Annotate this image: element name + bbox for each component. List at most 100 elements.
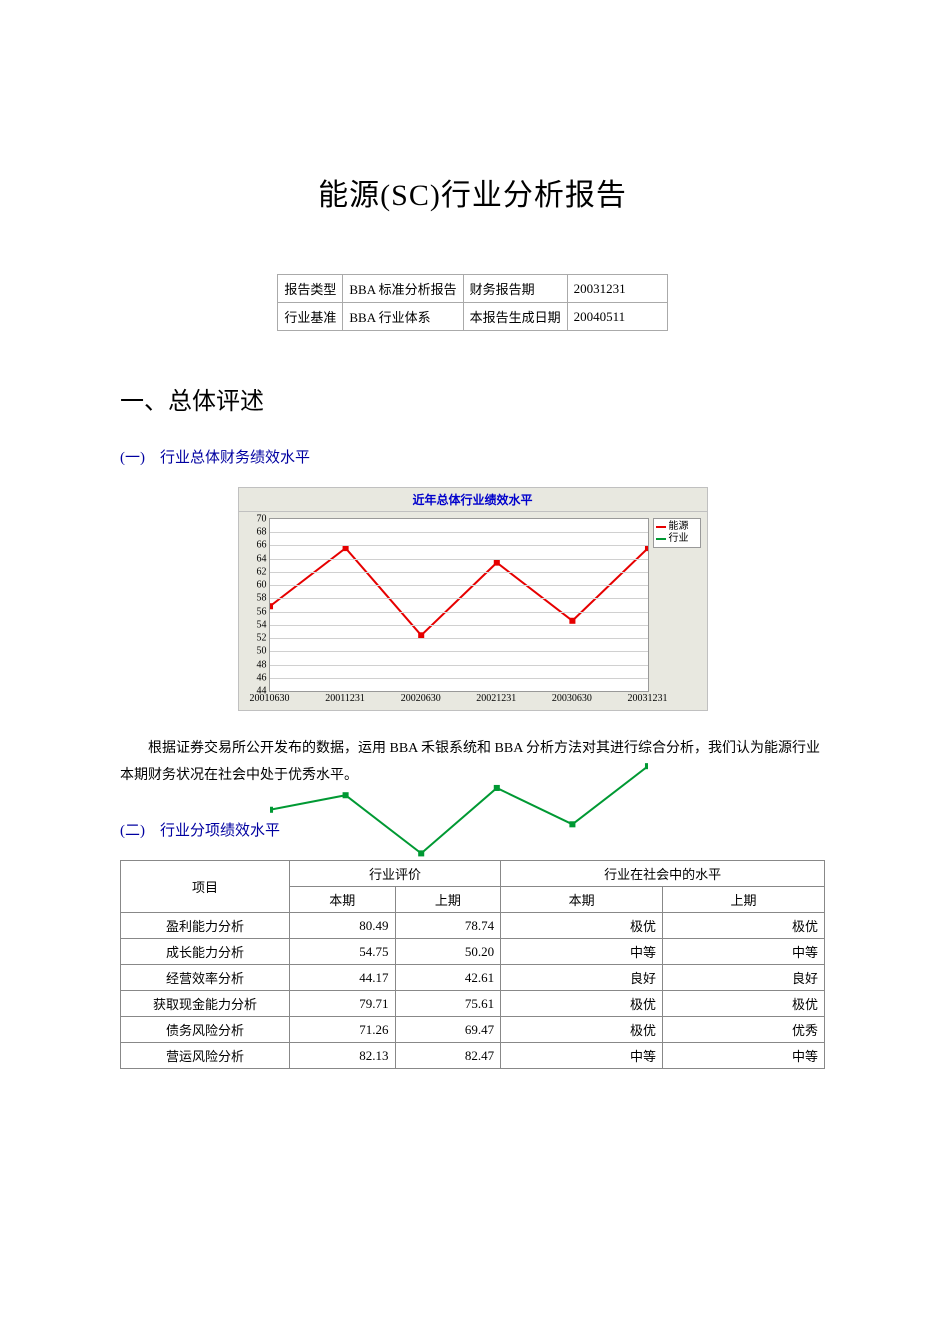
gridline <box>270 665 648 666</box>
row-level-current: 极优 <box>501 913 663 939</box>
row-eval-current: 54.75 <box>289 939 395 965</box>
legend-swatch <box>656 526 666 528</box>
chart-marker <box>644 763 647 769</box>
row-level-prev: 优秀 <box>663 1017 825 1043</box>
row-name: 成长能力分析 <box>121 939 290 965</box>
row-eval-prev: 75.61 <box>395 991 501 1017</box>
gridline <box>270 625 648 626</box>
chart-title: 近年总体行业绩效水平 <box>238 487 708 511</box>
chart-marker <box>342 792 348 798</box>
y-tick-label: 58 <box>257 593 270 604</box>
row-eval-prev: 82.47 <box>395 1043 501 1069</box>
chart-legend: 能源行业 <box>653 518 701 548</box>
meta-value: 20040511 <box>567 303 667 331</box>
table-row: 经营效率分析44.1742.61良好良好 <box>121 965 825 991</box>
y-tick-label: 64 <box>257 553 270 564</box>
meta-table: 报告类型BBA 标准分析报告财务报告期20031231行业基准BBA 行业体系本… <box>277 274 667 331</box>
y-tick-label: 46 <box>257 672 270 683</box>
row-eval-prev: 42.61 <box>395 965 501 991</box>
row-level-prev: 极优 <box>663 913 825 939</box>
gridline <box>270 598 648 599</box>
chart-marker <box>270 603 273 609</box>
row-name: 经营效率分析 <box>121 965 290 991</box>
chart-series-line <box>270 548 648 635</box>
gridline <box>270 612 648 613</box>
legend-label: 行业 <box>669 533 689 545</box>
gridline <box>270 572 648 573</box>
row-eval-current: 79.71 <box>289 991 395 1017</box>
y-tick-label: 68 <box>257 527 270 538</box>
row-name: 营运风险分析 <box>121 1043 290 1069</box>
gridline <box>270 532 648 533</box>
performance-chart: 近年总体行业绩效水平 44464850525456586062646668702… <box>238 487 708 711</box>
x-tick-label: 20011231 <box>325 691 365 704</box>
x-tick-label: 20020630 <box>401 691 441 704</box>
meta-label: 报告类型 <box>278 275 343 303</box>
row-eval-current: 80.49 <box>289 913 395 939</box>
x-tick-label: 20021231 <box>476 691 516 704</box>
row-level-prev: 中等 <box>663 939 825 965</box>
chart-plot-area: 4446485052545658606264666870200106302001… <box>269 518 649 692</box>
meta-value: 20031231 <box>567 275 667 303</box>
row-level-current: 中等 <box>501 939 663 965</box>
meta-label: 行业基准 <box>278 303 343 331</box>
meta-row: 行业基准BBA 行业体系本报告生成日期20040511 <box>278 303 667 331</box>
meta-row: 报告类型BBA 标准分析报告财务报告期20031231 <box>278 275 667 303</box>
y-tick-label: 60 <box>257 580 270 591</box>
y-tick-label: 66 <box>257 540 270 551</box>
legend-label: 能源 <box>669 521 689 533</box>
section-1-1-heading: (一) 行业总体财务绩效水平 <box>120 446 825 467</box>
chart-marker <box>493 785 499 791</box>
row-level-prev: 极优 <box>663 991 825 1017</box>
row-level-current: 极优 <box>501 1017 663 1043</box>
row-eval-prev: 50.20 <box>395 939 501 965</box>
y-tick-label: 52 <box>257 633 270 644</box>
chart-marker <box>270 807 273 813</box>
gridline <box>270 651 648 652</box>
row-eval-current: 71.26 <box>289 1017 395 1043</box>
table-row: 成长能力分析54.7550.20中等中等 <box>121 939 825 965</box>
row-eval-prev: 69.47 <box>395 1017 501 1043</box>
chart-lines <box>270 519 648 897</box>
row-level-current: 中等 <box>501 1043 663 1069</box>
row-eval-prev: 78.74 <box>395 913 501 939</box>
row-eval-current: 82.13 <box>289 1043 395 1069</box>
legend-swatch <box>656 538 666 540</box>
row-level-prev: 中等 <box>663 1043 825 1069</box>
table-row: 债务风险分析71.2669.47极优优秀 <box>121 1017 825 1043</box>
meta-label: 财务报告期 <box>463 275 567 303</box>
gridline <box>270 678 648 679</box>
col-project: 项目 <box>121 861 290 913</box>
col-level-prev: 上期 <box>663 887 825 913</box>
meta-value: BBA 标准分析报告 <box>343 275 463 303</box>
report-title: 能源(SC)行业分析报告 <box>120 170 825 214</box>
x-tick-label: 20031231 <box>628 691 668 704</box>
y-tick-label: 48 <box>257 659 270 670</box>
meta-value: BBA 行业体系 <box>343 303 463 331</box>
chart-marker <box>569 821 575 827</box>
x-tick-label: 20010630 <box>250 691 290 704</box>
legend-item: 行业 <box>656 533 698 545</box>
gridline <box>270 638 648 639</box>
row-level-current: 良好 <box>501 965 663 991</box>
row-name: 获取现金能力分析 <box>121 991 290 1017</box>
x-tick-label: 20030630 <box>552 691 592 704</box>
legend-item: 能源 <box>656 521 698 533</box>
section-1-heading: 一、总体评述 <box>120 381 825 416</box>
y-tick-label: 54 <box>257 619 270 630</box>
row-name: 债务风险分析 <box>121 1017 290 1043</box>
gridline <box>270 559 648 560</box>
chart-box: 4446485052545658606264666870200106302001… <box>238 511 708 711</box>
y-tick-label: 56 <box>257 606 270 617</box>
row-level-current: 极优 <box>501 991 663 1017</box>
y-tick-label: 62 <box>257 566 270 577</box>
table-row: 营运风险分析82.1382.47中等中等 <box>121 1043 825 1069</box>
table-row: 盈利能力分析80.4978.74极优极优 <box>121 913 825 939</box>
chart-marker <box>569 618 575 624</box>
table-row: 获取现金能力分析79.7175.61极优极优 <box>121 991 825 1017</box>
y-tick-label: 50 <box>257 646 270 657</box>
row-level-prev: 良好 <box>663 965 825 991</box>
chart-marker <box>493 560 499 566</box>
chart-series-line <box>270 766 648 853</box>
meta-label: 本报告生成日期 <box>463 303 567 331</box>
